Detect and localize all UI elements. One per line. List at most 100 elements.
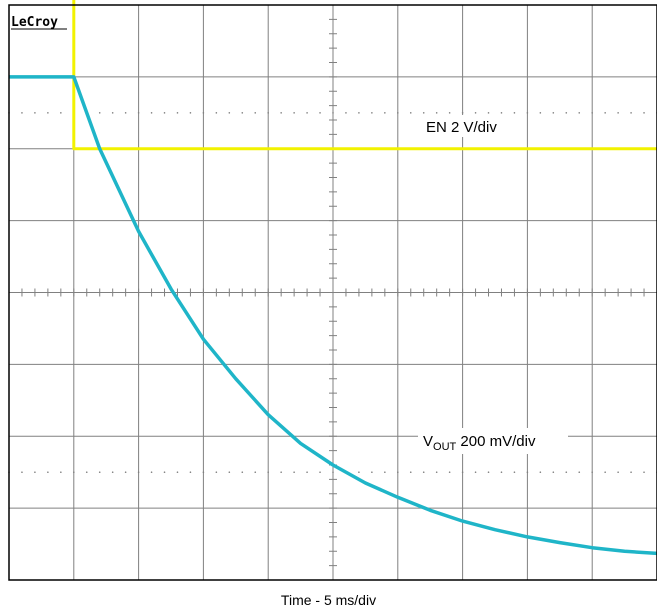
grid-dot <box>500 112 503 114</box>
grid-dot <box>461 471 464 473</box>
grid-dot <box>448 471 451 473</box>
grid-dot <box>111 471 114 473</box>
grid-dot <box>604 112 606 114</box>
grid-dot <box>435 112 438 114</box>
grid-dot <box>591 471 593 473</box>
plot-border <box>8 4 657 581</box>
grid-dot <box>293 471 295 473</box>
grid-dot <box>98 471 101 473</box>
grid-dot <box>21 471 23 473</box>
grid-dot <box>254 471 257 473</box>
grid-dot <box>228 112 231 114</box>
grid-dot <box>34 471 36 473</box>
grid-dot <box>474 112 477 114</box>
en-label-background <box>420 115 526 137</box>
grid-dot <box>643 112 645 114</box>
grid-dot <box>422 471 425 473</box>
grid-dot <box>358 471 360 473</box>
grid-dot <box>422 112 425 114</box>
grid-dot <box>332 471 334 473</box>
grid-dot <box>539 471 542 473</box>
grid-dot <box>241 112 244 114</box>
grid-dot <box>604 471 606 473</box>
grid-dot <box>591 112 593 114</box>
grid-dot <box>293 112 295 114</box>
time-axis-label: Time - 5 ms/div <box>280 592 377 608</box>
grid-dot <box>461 112 464 114</box>
brand-label: LeCroy <box>11 15 58 30</box>
grid-dot <box>176 112 179 114</box>
vout-trace <box>9 75 657 556</box>
vout-label-subscript: OUT <box>433 441 457 453</box>
grid-dot <box>163 471 166 473</box>
grid-dot <box>202 112 205 114</box>
brand-label-background <box>10 12 68 30</box>
grid-dot <box>448 112 451 114</box>
grid-dot <box>630 471 632 473</box>
grid-dot <box>371 471 373 473</box>
grid-dot <box>202 471 205 473</box>
grid-dot <box>215 471 218 473</box>
grid-dot <box>617 112 619 114</box>
grid-dot <box>617 471 619 473</box>
vout-channel-label: VOUT 200 mV/div <box>423 433 536 453</box>
en-channel-label: EN 2 V/div <box>426 119 497 136</box>
grid-dot <box>409 471 412 473</box>
grid-dot <box>513 112 516 114</box>
grid-dot <box>111 112 114 114</box>
grid-dot <box>215 112 218 114</box>
grid-dot <box>397 112 399 114</box>
grid-dot <box>306 471 308 473</box>
grid-dot <box>124 471 127 473</box>
grid-dot <box>474 471 477 473</box>
grid-dot <box>578 112 581 114</box>
grid-dot <box>85 471 88 473</box>
grid-dot <box>319 112 321 114</box>
grid-dot <box>332 112 334 114</box>
grid-dot <box>565 471 568 473</box>
grid-dot <box>526 112 529 114</box>
en-trace <box>72 0 657 151</box>
grid-dot <box>513 471 516 473</box>
grid-dot <box>565 112 568 114</box>
grid-dot <box>73 471 75 473</box>
grid-dot <box>189 471 192 473</box>
grid-dot <box>137 112 140 114</box>
grid-dot <box>98 112 101 114</box>
grid-dot <box>150 112 153 114</box>
grid-dot <box>34 112 36 114</box>
grid-dot <box>397 471 399 473</box>
grid-dot <box>409 112 412 114</box>
grid-dot <box>384 471 386 473</box>
grid-dot <box>176 471 179 473</box>
grid-dot <box>552 112 555 114</box>
grid-dot <box>137 471 140 473</box>
grid-dot <box>358 112 360 114</box>
vout-label-background <box>418 428 568 454</box>
grid-dot <box>435 471 438 473</box>
grid-dot <box>345 112 347 114</box>
vout-label-suffix: 200 mV/div <box>456 433 536 450</box>
grid-dot <box>267 471 270 473</box>
grid-dot <box>21 112 23 114</box>
grid-dot <box>150 471 153 473</box>
grid-dot <box>539 112 542 114</box>
grid-dot <box>267 112 270 114</box>
grid-dot <box>280 471 282 473</box>
traces <box>9 0 657 556</box>
grid-dot <box>306 112 308 114</box>
grid-dot <box>254 112 257 114</box>
grid-dot <box>487 112 490 114</box>
vout-label-prefix: V <box>423 433 433 450</box>
grid-dot <box>47 471 49 473</box>
grid-dot <box>500 471 503 473</box>
grid-dot <box>578 471 581 473</box>
grid-dot <box>319 471 321 473</box>
grid-dot <box>552 471 555 473</box>
grid-dot <box>643 471 645 473</box>
grid-dot <box>630 112 632 114</box>
grid-dot <box>526 471 529 473</box>
grid-dot <box>60 471 62 473</box>
grid-dot <box>47 112 49 114</box>
